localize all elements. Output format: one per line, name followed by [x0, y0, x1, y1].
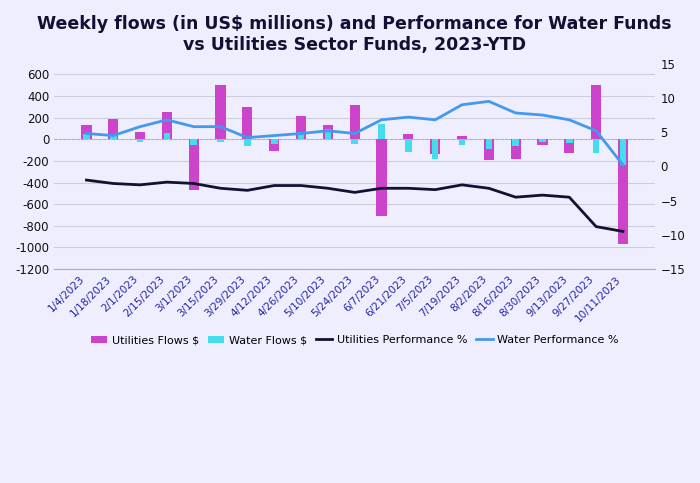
Bar [378, 124, 385, 140]
Water Performance % [243, 135, 251, 141]
Utilities Performance % [351, 189, 359, 195]
Water Performance % [431, 117, 440, 123]
Bar [457, 136, 467, 140]
Bar [593, 140, 599, 153]
Bar [566, 140, 573, 142]
Water Performance % [270, 133, 279, 139]
Bar [217, 140, 224, 142]
Water Performance % [404, 114, 412, 120]
Bar [190, 140, 197, 145]
Bar [110, 136, 117, 140]
Utilities Performance % [377, 185, 386, 191]
Bar [349, 105, 360, 140]
Water Performance % [297, 130, 305, 136]
Bar [244, 140, 251, 146]
Utilities Performance % [404, 185, 412, 191]
Bar [564, 140, 575, 153]
Water Performance % [109, 133, 118, 139]
Water Performance % [351, 130, 359, 136]
Utilities Performance % [136, 182, 144, 188]
Bar [432, 140, 438, 159]
Bar [403, 134, 414, 140]
Bar [296, 115, 306, 140]
Utilities Performance % [109, 181, 118, 186]
Water Performance % [377, 117, 386, 123]
Water Performance % [538, 112, 547, 118]
Bar [620, 140, 626, 165]
Bar [591, 85, 601, 140]
Water Performance % [136, 124, 144, 129]
Water Performance % [162, 117, 171, 123]
Utilities Performance % [431, 187, 440, 193]
Bar [377, 140, 386, 216]
Bar [323, 125, 333, 140]
Bar [108, 119, 118, 140]
Utilities Performance % [162, 179, 171, 185]
Line: Water Performance %: Water Performance % [86, 101, 623, 165]
Bar [484, 140, 494, 160]
Utilities Performance % [619, 228, 627, 234]
Title: Weekly flows (in US$ millions) and Performance for Water Funds
vs Utilities Sect: Weekly flows (in US$ millions) and Perfo… [37, 15, 672, 54]
Utilities Performance % [458, 182, 466, 188]
Water Performance % [592, 128, 601, 134]
Bar [486, 140, 492, 149]
Bar [162, 113, 172, 140]
Bar [512, 140, 519, 146]
Water Performance % [216, 124, 225, 129]
Utilities Performance % [538, 192, 547, 198]
Utilities Performance % [484, 185, 493, 191]
Line: Utilities Performance %: Utilities Performance % [86, 180, 623, 231]
Bar [325, 129, 331, 140]
Utilities Performance % [592, 224, 601, 229]
Bar [539, 140, 546, 142]
Utilities Performance % [323, 185, 332, 191]
Legend: Utilities Flows $, Water Flows $, Utilities Performance %, Water Performance %: Utilities Flows $, Water Flows $, Utilit… [86, 331, 623, 350]
Bar [269, 140, 279, 151]
Bar [136, 140, 144, 142]
Bar [164, 133, 170, 140]
Water Performance % [512, 110, 520, 116]
Bar [216, 85, 225, 140]
Water Performance % [323, 128, 332, 134]
Bar [538, 140, 547, 145]
Bar [298, 132, 304, 140]
Water Performance % [565, 117, 573, 123]
Bar [430, 140, 440, 155]
Bar [135, 132, 145, 140]
Utilities Performance % [216, 185, 225, 191]
Water Performance % [190, 124, 198, 129]
Bar [618, 140, 628, 244]
Bar [510, 140, 521, 159]
Bar [188, 140, 199, 190]
Utilities Performance % [512, 194, 520, 200]
Utilities Performance % [190, 181, 198, 186]
Water Performance % [619, 162, 627, 168]
Bar [458, 140, 466, 145]
Bar [83, 134, 90, 140]
Utilities Performance % [270, 183, 279, 188]
Bar [81, 125, 92, 140]
Utilities Performance % [82, 177, 90, 183]
Bar [271, 140, 277, 144]
Bar [405, 140, 412, 152]
Utilities Performance % [297, 183, 305, 188]
Water Performance % [484, 99, 493, 104]
Water Performance % [458, 102, 466, 108]
Utilities Performance % [565, 194, 573, 200]
Bar [242, 107, 253, 140]
Bar [351, 140, 358, 144]
Water Performance % [82, 130, 90, 136]
Utilities Performance % [243, 187, 251, 193]
